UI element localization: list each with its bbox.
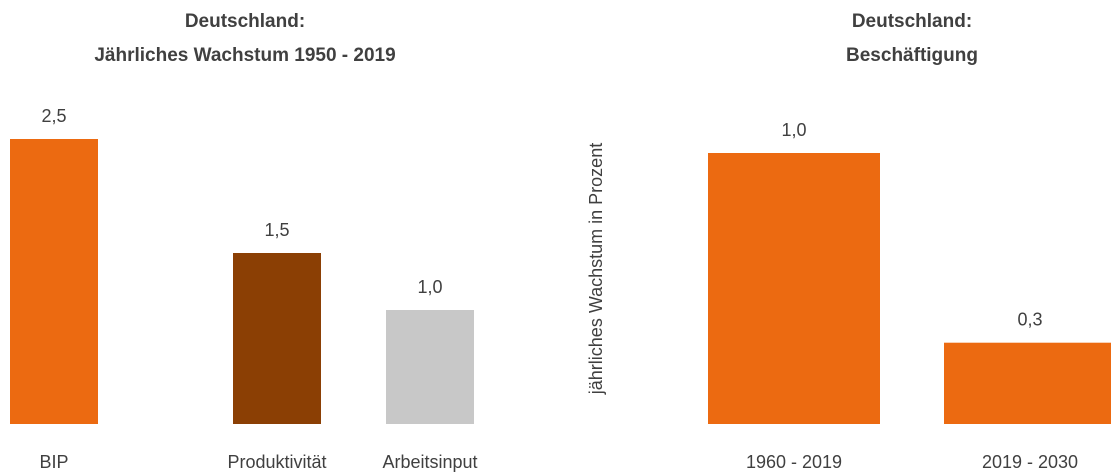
chart-title: Deutschland: Jährliches Wachstum 1950 - … [94,11,396,66]
data-label: 0,3 [1017,309,1042,329]
bar [708,153,880,424]
x-tick-label: 1960 - 2019 [746,452,842,472]
y-axis-label: jährliches Wachstum in Prozent [586,143,606,395]
bar [10,139,98,424]
x-tick-label: Arbeitsinput [382,452,477,472]
x-tick-label: 2019 - 2030 [982,452,1078,472]
bar [944,342,1111,424]
data-label: 1,0 [781,120,806,140]
x-tick-label: BIP [39,452,68,472]
data-label: 1,5 [264,220,289,240]
bar [233,253,321,424]
data-label: 2,5 [41,106,66,126]
data-label: 1,0 [417,277,442,297]
chart-title: Deutschland: Beschäftigung [846,11,978,66]
x-tick-label: Produktivität [227,452,326,472]
bar [386,310,474,424]
